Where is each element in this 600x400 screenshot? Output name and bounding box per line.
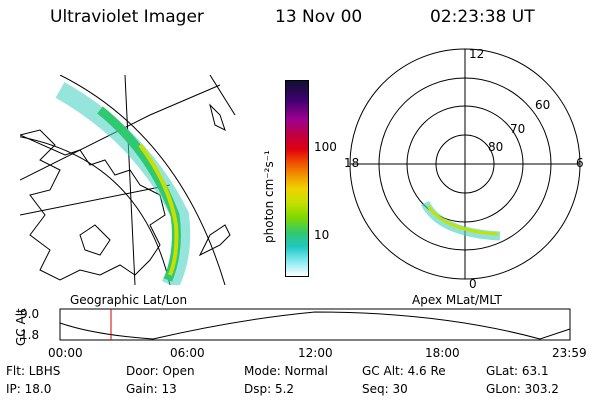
dsp-value: Dsp: 5.2	[244, 382, 295, 396]
glat-value: GLat: 63.1	[486, 364, 549, 378]
coastline	[79, 224, 111, 256]
lon-grid-line	[124, 75, 136, 285]
mode-value: Mode: Normal	[244, 364, 328, 378]
lat-label-80: 80	[488, 140, 504, 154]
colorbar	[285, 80, 309, 277]
geographic-image-panel	[20, 75, 236, 285]
colorbar-unit-label: photon cm⁻²s⁻¹	[262, 150, 276, 243]
glon-value: GLon: 303.2	[486, 382, 559, 396]
altitude-strip	[59, 308, 571, 341]
aurora-core	[138, 143, 179, 276]
gc-alt-value: GC Alt: 4.6 Re	[362, 364, 446, 378]
altitude-curve	[59, 311, 571, 340]
filter-value: Flt: LBHS	[6, 364, 61, 378]
time-tick-0000: 00:00	[48, 346, 83, 360]
time-tick-1800: 18:00	[425, 346, 460, 360]
polar-panel-title: Apex MLat/MLT	[412, 293, 502, 307]
time-tick-2359: 23:59	[552, 346, 587, 360]
seq-value: Seq: 30	[362, 382, 408, 396]
door-value: Door: Open	[126, 364, 195, 378]
coastline	[209, 103, 226, 131]
time-tick-0600: 06:00	[170, 346, 205, 360]
time-tick-1200: 12:00	[298, 346, 333, 360]
colorbar-tick-10: 10	[314, 228, 330, 242]
mlt-label-0: 0	[469, 277, 477, 291]
instrument-title: Ultraviolet Imager	[50, 7, 204, 27]
lon-grid-line	[209, 75, 236, 116]
lat-label-70: 70	[510, 122, 526, 136]
lat-grid-line	[20, 136, 171, 285]
polar-aurora-outer	[420, 200, 501, 241]
altitude-ytick-low: 1.8	[20, 328, 40, 342]
mlt-label-6: 6	[576, 156, 584, 170]
mlt-label-12: 12	[469, 47, 485, 61]
geo-panel-title: Geographic Lat/Lon	[70, 293, 188, 307]
mlt-label-18: 18	[344, 156, 360, 170]
time-label: 02:23:38 UT	[430, 7, 535, 27]
gain-value: Gain: 13	[126, 382, 177, 396]
coastline	[198, 224, 231, 257]
altitude-ytick-high: 9.0	[20, 307, 40, 321]
polar-plot	[349, 48, 581, 280]
lat-grid-line	[59, 75, 226, 285]
polar-aurora-core	[426, 205, 499, 236]
lon-grid-line	[20, 84, 221, 181]
coastline	[20, 129, 166, 281]
lon-grid-line	[20, 184, 171, 216]
colorbar-tick-100: 100	[314, 140, 337, 154]
ip-value: IP: 18.0	[6, 382, 52, 396]
lat-label-60: 60	[535, 98, 551, 112]
date-label: 13 Nov 00	[275, 7, 363, 27]
